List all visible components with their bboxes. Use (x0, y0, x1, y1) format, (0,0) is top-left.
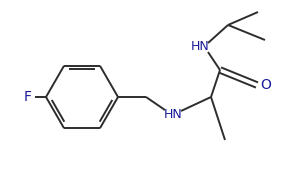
Text: O: O (260, 78, 271, 92)
Text: HN: HN (191, 40, 209, 54)
Text: F: F (24, 90, 32, 104)
Text: HN: HN (164, 108, 182, 122)
